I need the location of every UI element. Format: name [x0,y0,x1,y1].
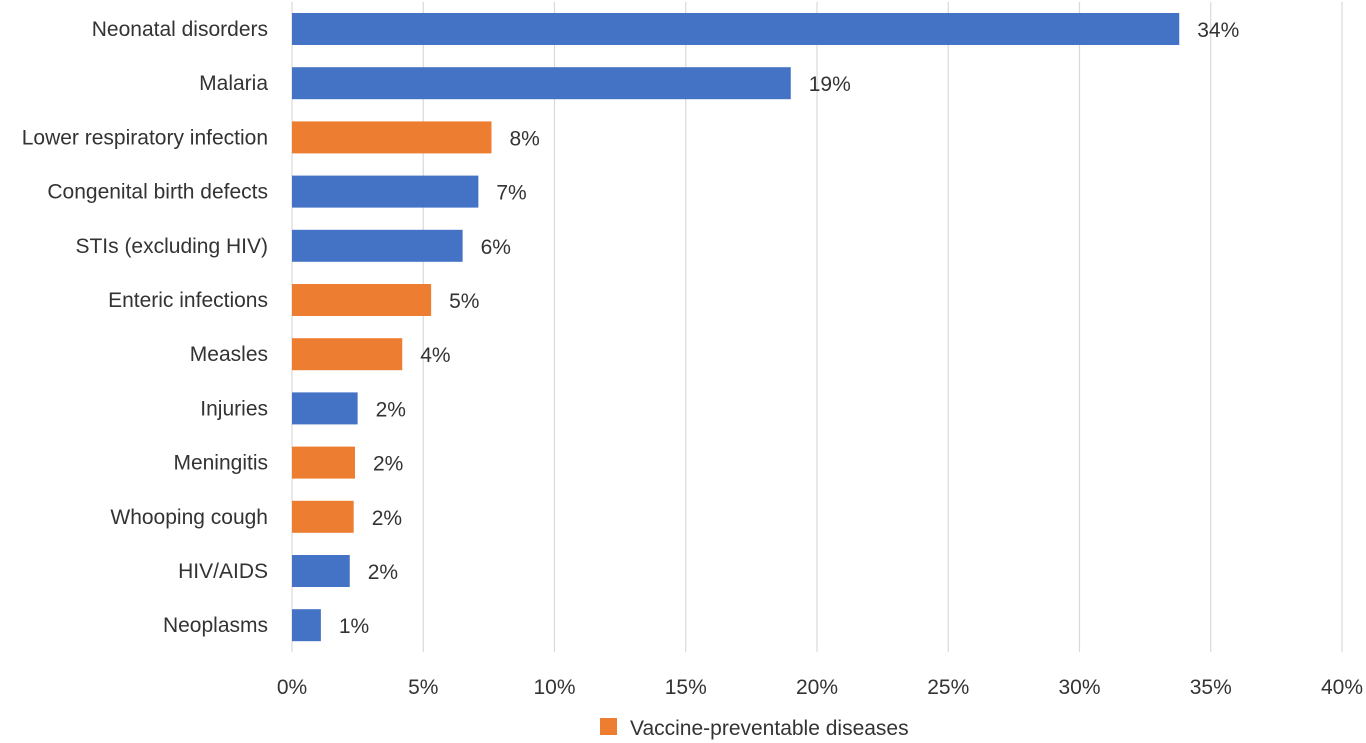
legend-label: Vaccine-preventable diseases [630,717,909,740]
value-label: 19% [809,73,851,96]
category-label: Neoplasms [163,614,268,637]
bar [292,609,321,642]
bar [292,446,355,479]
value-label: 2% [368,561,398,584]
bar [292,13,1180,45]
category-label: Congenital birth defects [47,181,268,204]
value-labels: 34% 19% 8% 7% 6% 5% 4% 2% 2% 2% 2% 1% [339,19,1239,638]
x-tick-label: 20% [796,676,838,699]
value-label: 2% [372,507,402,530]
x-tick-label: 5% [408,676,438,699]
x-tick-label: 35% [1190,676,1232,699]
category-label: Enteric infections [108,289,268,312]
gridlines [291,2,1343,652]
category-label: Neonatal disorders [92,18,268,41]
category-label: Lower respiratory infection [22,126,268,149]
bar [292,338,403,371]
bar [292,229,463,262]
value-label: 2% [373,453,403,476]
x-tick-label: 15% [665,676,707,699]
bar [292,121,492,154]
x-axis-ticks: 0% 5% 10% 15% 20% 25% 30% 35% 40% [277,676,1363,699]
category-label: Whooping cough [110,506,268,529]
legend-swatch-vaccine-preventable [600,718,617,735]
bar [292,175,479,208]
bars [292,13,1180,642]
value-label: 5% [449,290,479,313]
value-label: 4% [420,344,450,367]
value-label: 34% [1197,19,1239,42]
x-tick-label: 30% [1058,676,1100,699]
value-label: 8% [510,127,540,150]
bar [292,392,358,425]
bar [292,284,432,316]
value-label: 7% [496,182,526,205]
x-tick-label: 0% [277,676,307,699]
x-tick-label: 25% [927,676,969,699]
value-label: 6% [481,236,511,259]
value-label: 1% [339,615,369,638]
category-label: STIs (excluding HIV) [75,235,268,258]
value-label: 2% [376,398,406,421]
category-label: Malaria [199,72,268,95]
category-label: HIV/AIDS [178,560,268,583]
category-labels: Neonatal disorders Malaria Lower respirato… [22,18,269,637]
bar [292,500,354,533]
x-tick-label: 40% [1321,676,1363,699]
bar [292,555,350,587]
category-label: Measles [190,343,268,366]
category-label: Injuries [200,397,268,420]
x-tick-label: 10% [533,676,575,699]
category-label: Meningitis [173,452,268,475]
legend: Vaccine-preventable diseases [600,717,909,740]
bar [292,67,791,100]
